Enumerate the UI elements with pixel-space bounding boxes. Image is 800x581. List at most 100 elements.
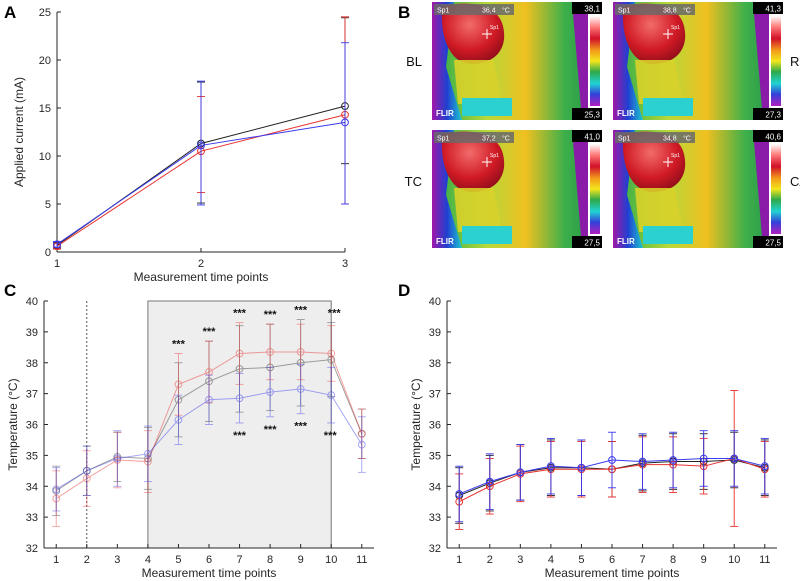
cool-edge-right xyxy=(572,2,588,120)
chart-a: 0 5 10 15 20 25 1 2 3 Measurement time points Appl… xyxy=(12,7,349,284)
spot-header xyxy=(434,4,514,15)
series-blue xyxy=(455,430,769,523)
y-tick-label: 25 xyxy=(39,7,51,19)
data-point xyxy=(357,429,366,438)
scale-max: 41,3 xyxy=(765,5,781,14)
data-point xyxy=(82,466,91,475)
y-tick-label: 38 xyxy=(26,358,38,370)
flir-logo: FLIR xyxy=(436,109,454,118)
data-point xyxy=(82,466,91,475)
data-point xyxy=(205,395,213,404)
hot-region xyxy=(441,131,505,192)
series-line xyxy=(459,457,765,495)
x-tick-label: 5 xyxy=(578,554,584,566)
cool-patch xyxy=(643,98,693,116)
data-point xyxy=(730,454,739,463)
y-tick-label: 35 xyxy=(26,450,38,462)
x-tick-label: 3 xyxy=(342,258,348,270)
y-tick-label: 37 xyxy=(26,389,38,401)
data-point xyxy=(52,485,61,494)
color-scale xyxy=(771,16,781,106)
y-tick-label: 5 xyxy=(45,199,51,211)
data-point xyxy=(266,348,275,356)
x-tick-label: 3 xyxy=(517,554,523,566)
hot-region xyxy=(441,3,505,64)
x-tick-label: 7 xyxy=(236,554,242,566)
cool-edge-right xyxy=(572,130,588,248)
y-tick-label: 33 xyxy=(429,512,441,524)
data-point xyxy=(113,454,122,463)
y-tick-label: 10 xyxy=(39,151,51,163)
x-tick-label: 9 xyxy=(701,554,707,566)
data-point xyxy=(760,462,769,471)
data-point xyxy=(52,494,61,503)
y-tick-label: 35 xyxy=(429,450,441,462)
significance-marker: *** xyxy=(172,338,186,350)
scale-max-bg xyxy=(753,130,783,142)
data-point xyxy=(235,394,244,403)
thermal-label-bl: BL xyxy=(406,54,422,69)
x-tick-label: 8 xyxy=(267,554,273,566)
data-point xyxy=(82,474,91,483)
spot-label: Sp1 xyxy=(618,136,631,143)
x-tick-label: 5 xyxy=(175,554,181,566)
scale-min-bg xyxy=(572,108,602,120)
x-tick-label: 7 xyxy=(639,554,645,566)
scale-min: 25,3 xyxy=(584,111,600,120)
data-point xyxy=(455,490,464,498)
x-tick-label: 1 xyxy=(53,554,59,566)
scale-min: 27,5 xyxy=(765,239,781,248)
data-point xyxy=(638,457,647,466)
x-tick-label: 6 xyxy=(609,554,615,566)
data-point xyxy=(296,385,305,393)
x-tick-label: 11 xyxy=(356,554,367,566)
hot-region xyxy=(622,3,686,64)
scale-max-bg xyxy=(572,2,602,14)
scale-min: 27,5 xyxy=(584,239,600,248)
y-tick-label: 34 xyxy=(26,481,38,493)
spot-value: 34,8 xyxy=(663,136,677,143)
scale-min-bg xyxy=(572,236,602,248)
data-point xyxy=(197,141,205,150)
cool-patch xyxy=(643,226,693,244)
significance-marker: *** xyxy=(233,430,247,442)
x-tick-label: 11 xyxy=(759,554,770,566)
thermal-images: Sp1 36,4 °C Sp1 FLIR 38,1 25,3 BL Sp1 38,8 °C Sp1 FL… xyxy=(405,2,800,248)
data-point xyxy=(266,363,275,372)
series-blue xyxy=(52,363,366,512)
data-point xyxy=(296,358,305,367)
x-tick-label: 1 xyxy=(456,554,462,566)
x-tick-label: 4 xyxy=(548,554,554,566)
flir-logo: FLIR xyxy=(436,237,454,246)
data-point xyxy=(327,391,336,400)
series-line xyxy=(56,121,346,245)
spot-marker: Sp1 xyxy=(671,153,680,159)
color-scale xyxy=(771,144,781,234)
x-tick-label: 3 xyxy=(114,554,120,566)
data-point xyxy=(174,395,183,404)
data-point xyxy=(205,377,213,386)
scale-min-bg xyxy=(753,108,783,120)
data-point xyxy=(669,456,678,464)
y-tick-label: 37 xyxy=(429,389,441,401)
spot-label: Sp1 xyxy=(437,136,450,143)
color-scale xyxy=(590,144,600,234)
spot-header xyxy=(434,132,514,143)
data-point xyxy=(113,456,122,464)
cool-edge xyxy=(432,130,462,248)
series-blue xyxy=(53,42,349,249)
data-point xyxy=(205,368,213,376)
y-tick-label: 39 xyxy=(429,327,441,339)
scale-max-bg xyxy=(753,2,783,14)
cool-edge-right xyxy=(753,2,769,120)
spot-header xyxy=(615,4,695,15)
thermal-image-bl: Sp1 36,4 °C Sp1 FLIR 38,1 25,3 xyxy=(432,2,602,120)
data-point xyxy=(608,456,616,464)
scale-min-bg xyxy=(753,236,783,248)
series-line xyxy=(55,359,363,492)
data-point xyxy=(327,355,336,364)
cool-edge xyxy=(613,130,643,248)
cool-edge xyxy=(432,2,462,120)
series-red xyxy=(52,322,366,527)
